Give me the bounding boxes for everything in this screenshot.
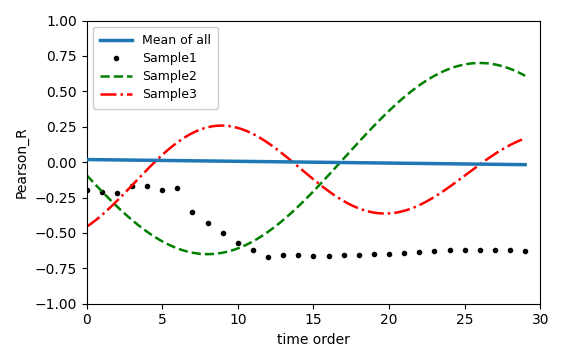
Sample1 xyxy=(446,248,453,253)
Sample1 xyxy=(250,248,257,252)
Sample3 xyxy=(482,158,489,163)
Sample1 xyxy=(371,252,377,256)
Sample3 xyxy=(454,179,461,183)
Sample1 xyxy=(477,248,483,252)
Sample3 xyxy=(353,205,360,210)
Sample1 xyxy=(506,248,513,252)
Sample1 xyxy=(189,210,196,214)
Sample1 xyxy=(355,253,362,257)
Sample1 xyxy=(431,249,438,253)
Legend: Mean of all, Sample1, Sample2, Sample3: Mean of all, Sample1, Sample2, Sample3 xyxy=(93,27,218,109)
Sample1 xyxy=(129,184,135,188)
Sample3 xyxy=(85,224,91,228)
Sample1 xyxy=(83,188,90,193)
Sample1 xyxy=(340,253,347,257)
X-axis label: time order: time order xyxy=(277,333,350,347)
Sample2 xyxy=(204,252,210,256)
Sample2 xyxy=(476,61,483,65)
Sample1 xyxy=(235,241,241,245)
Sample3 xyxy=(346,202,352,206)
Sample1 xyxy=(325,253,332,258)
Sample3 xyxy=(83,224,90,229)
Sample1 xyxy=(98,190,105,194)
Line: Sample2: Sample2 xyxy=(87,63,525,254)
Sample1 xyxy=(491,248,498,252)
Sample1 xyxy=(113,191,120,195)
Sample1 xyxy=(416,250,422,254)
Line: Sample1: Sample1 xyxy=(82,182,529,261)
Sample3 xyxy=(522,136,528,140)
Sample1 xyxy=(401,251,408,255)
Sample1 xyxy=(522,249,528,253)
Sample2 xyxy=(83,173,90,177)
Sample1 xyxy=(144,184,151,188)
Sample1 xyxy=(219,231,226,235)
Sample1 xyxy=(461,248,468,252)
Sample1 xyxy=(295,253,302,257)
Sample1 xyxy=(159,188,166,193)
Sample1 xyxy=(280,253,287,257)
Sample1 xyxy=(310,253,317,258)
Sample3 xyxy=(344,201,351,206)
Line: Sample3: Sample3 xyxy=(87,126,525,227)
Sample1 xyxy=(204,221,211,225)
Sample2 xyxy=(454,64,461,68)
Sample3 xyxy=(218,123,225,128)
Sample2 xyxy=(353,142,360,147)
Sample1 xyxy=(174,185,180,190)
Sample2 xyxy=(346,150,352,155)
Sample2 xyxy=(522,73,528,78)
Sample1 xyxy=(386,251,393,256)
Sample2 xyxy=(85,174,91,179)
Sample2 xyxy=(483,61,490,66)
Sample1 xyxy=(265,255,271,259)
Y-axis label: Pearson_R: Pearson_R xyxy=(15,126,29,198)
Sample2 xyxy=(344,152,351,156)
